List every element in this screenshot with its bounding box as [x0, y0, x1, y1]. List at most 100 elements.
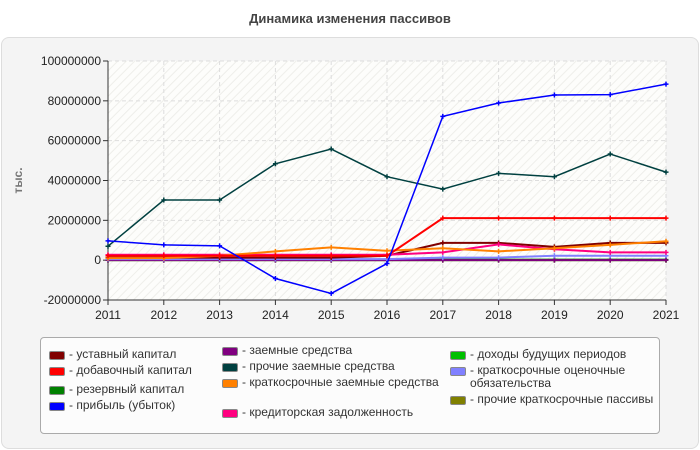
data-point [161, 197, 167, 203]
legend-item: - краткосрочные заемные средства [222, 376, 442, 389]
data-point [217, 243, 223, 249]
data-point [217, 253, 223, 259]
x-tick-label: 2021 [653, 308, 680, 322]
chart-title: Динамика изменения пассивов [249, 11, 451, 26]
data-point [272, 248, 278, 254]
legend-item: - прочие краткосрочные пассивы [450, 393, 655, 406]
data-point [272, 253, 278, 259]
legend-label: - краткосрочные оценочные обязательства [470, 363, 626, 390]
x-tick-label: 2018 [485, 308, 512, 322]
data-point [105, 243, 111, 249]
x-tick-label: 2013 [206, 308, 233, 322]
data-point [496, 170, 502, 176]
legend-item: - заемные средства [222, 344, 442, 357]
data-point [663, 81, 669, 87]
data-point [663, 215, 669, 221]
data-point [440, 186, 446, 192]
data-point [607, 151, 613, 157]
y-tick-label: 20000000 [48, 213, 102, 227]
data-point [328, 244, 334, 250]
y-tick-label: 60000000 [48, 134, 102, 148]
legend-swatch [222, 347, 238, 356]
legend-label: - добавочный капитал [69, 363, 192, 377]
data-point [272, 275, 278, 281]
legend: - уставный капитал - добавочный капитал - … [40, 337, 660, 434]
legend-item: - краткосрочные оценочные обязательства [450, 364, 655, 390]
legend-item: - уставный капитал [49, 348, 219, 361]
legend-label: - кредиторская задолженность [242, 405, 414, 419]
legend-item: - резервный капитал [49, 383, 219, 396]
data-point [440, 255, 446, 261]
data-point [551, 215, 557, 221]
x-tick-label: 2014 [262, 308, 289, 322]
y-tick-label: 100000000 [41, 54, 101, 68]
y-tick-label: 40000000 [48, 174, 102, 188]
x-tick-label: 2016 [374, 308, 401, 322]
data-point [663, 169, 669, 175]
data-point [384, 261, 390, 267]
data-point [607, 92, 613, 98]
data-point [496, 215, 502, 221]
data-point [496, 248, 502, 254]
legend-label: - доходы будущих периодов [470, 347, 627, 361]
x-tick-label: 2011 [95, 308, 121, 322]
data-point [551, 253, 557, 259]
legend-swatch [49, 386, 65, 395]
data-point [551, 257, 557, 263]
data-point [161, 253, 167, 259]
y-tick-label: 0 [94, 253, 101, 267]
legend-swatch [450, 396, 466, 405]
y-axis-label: тыс. [11, 167, 25, 193]
line-chart: 2011 2012 2013 2014 2015 2016 2017 2018 2019 2020… [11, 54, 680, 322]
data-point [496, 241, 502, 247]
legend-item: - добавочный капитал [49, 364, 219, 377]
y-tick-label: -20000000 [44, 293, 102, 307]
legend-label: - уставный капитал [69, 347, 177, 361]
x-tick-label: 2020 [597, 308, 624, 322]
legend-label: - резервный капитал [69, 382, 185, 396]
data-point [440, 215, 446, 221]
legend-item: - прибыль (убыток) [49, 399, 219, 412]
data-point [607, 249, 613, 255]
data-point [161, 242, 167, 248]
legend-item: - прочие заемные средства [222, 360, 442, 373]
legend-swatch [49, 351, 65, 360]
data-point [328, 146, 334, 152]
data-point [551, 174, 557, 180]
legend-label: - краткосрочные заемные средства [242, 375, 439, 389]
legend-label: - прочие заемные средства [242, 359, 395, 373]
data-point [105, 238, 111, 244]
legend-swatch [222, 363, 238, 372]
data-point [217, 197, 223, 203]
data-point [272, 161, 278, 167]
data-point [663, 249, 669, 255]
legend-swatch [222, 379, 238, 388]
legend-label: - прочие краткосрочные пассивы [470, 392, 654, 406]
legend-swatch [222, 409, 238, 418]
data-point [607, 242, 613, 248]
legend-swatch [49, 367, 65, 376]
legend-label: - прибыль (убыток) [69, 398, 176, 412]
data-point [607, 215, 613, 221]
x-tick-label: 2012 [150, 308, 177, 322]
data-point [384, 248, 390, 254]
data-point [105, 253, 111, 259]
data-point [496, 255, 502, 261]
x-tick-label: 2015 [318, 308, 345, 322]
data-point [663, 257, 669, 263]
data-point [328, 253, 334, 259]
data-point [328, 290, 334, 296]
data-point [440, 240, 446, 246]
y-tick-label: 80000000 [48, 94, 102, 108]
data-point [440, 113, 446, 119]
legend-swatch [450, 367, 466, 376]
data-point [551, 245, 557, 251]
data-point [607, 257, 613, 263]
data-point [440, 249, 446, 255]
data-point [384, 253, 390, 259]
x-tick-label: 2019 [541, 308, 568, 322]
x-tick-label: 2017 [429, 308, 456, 322]
data-point [440, 245, 446, 251]
legend-label: - заемные средства [242, 343, 353, 357]
data-point [551, 92, 557, 98]
